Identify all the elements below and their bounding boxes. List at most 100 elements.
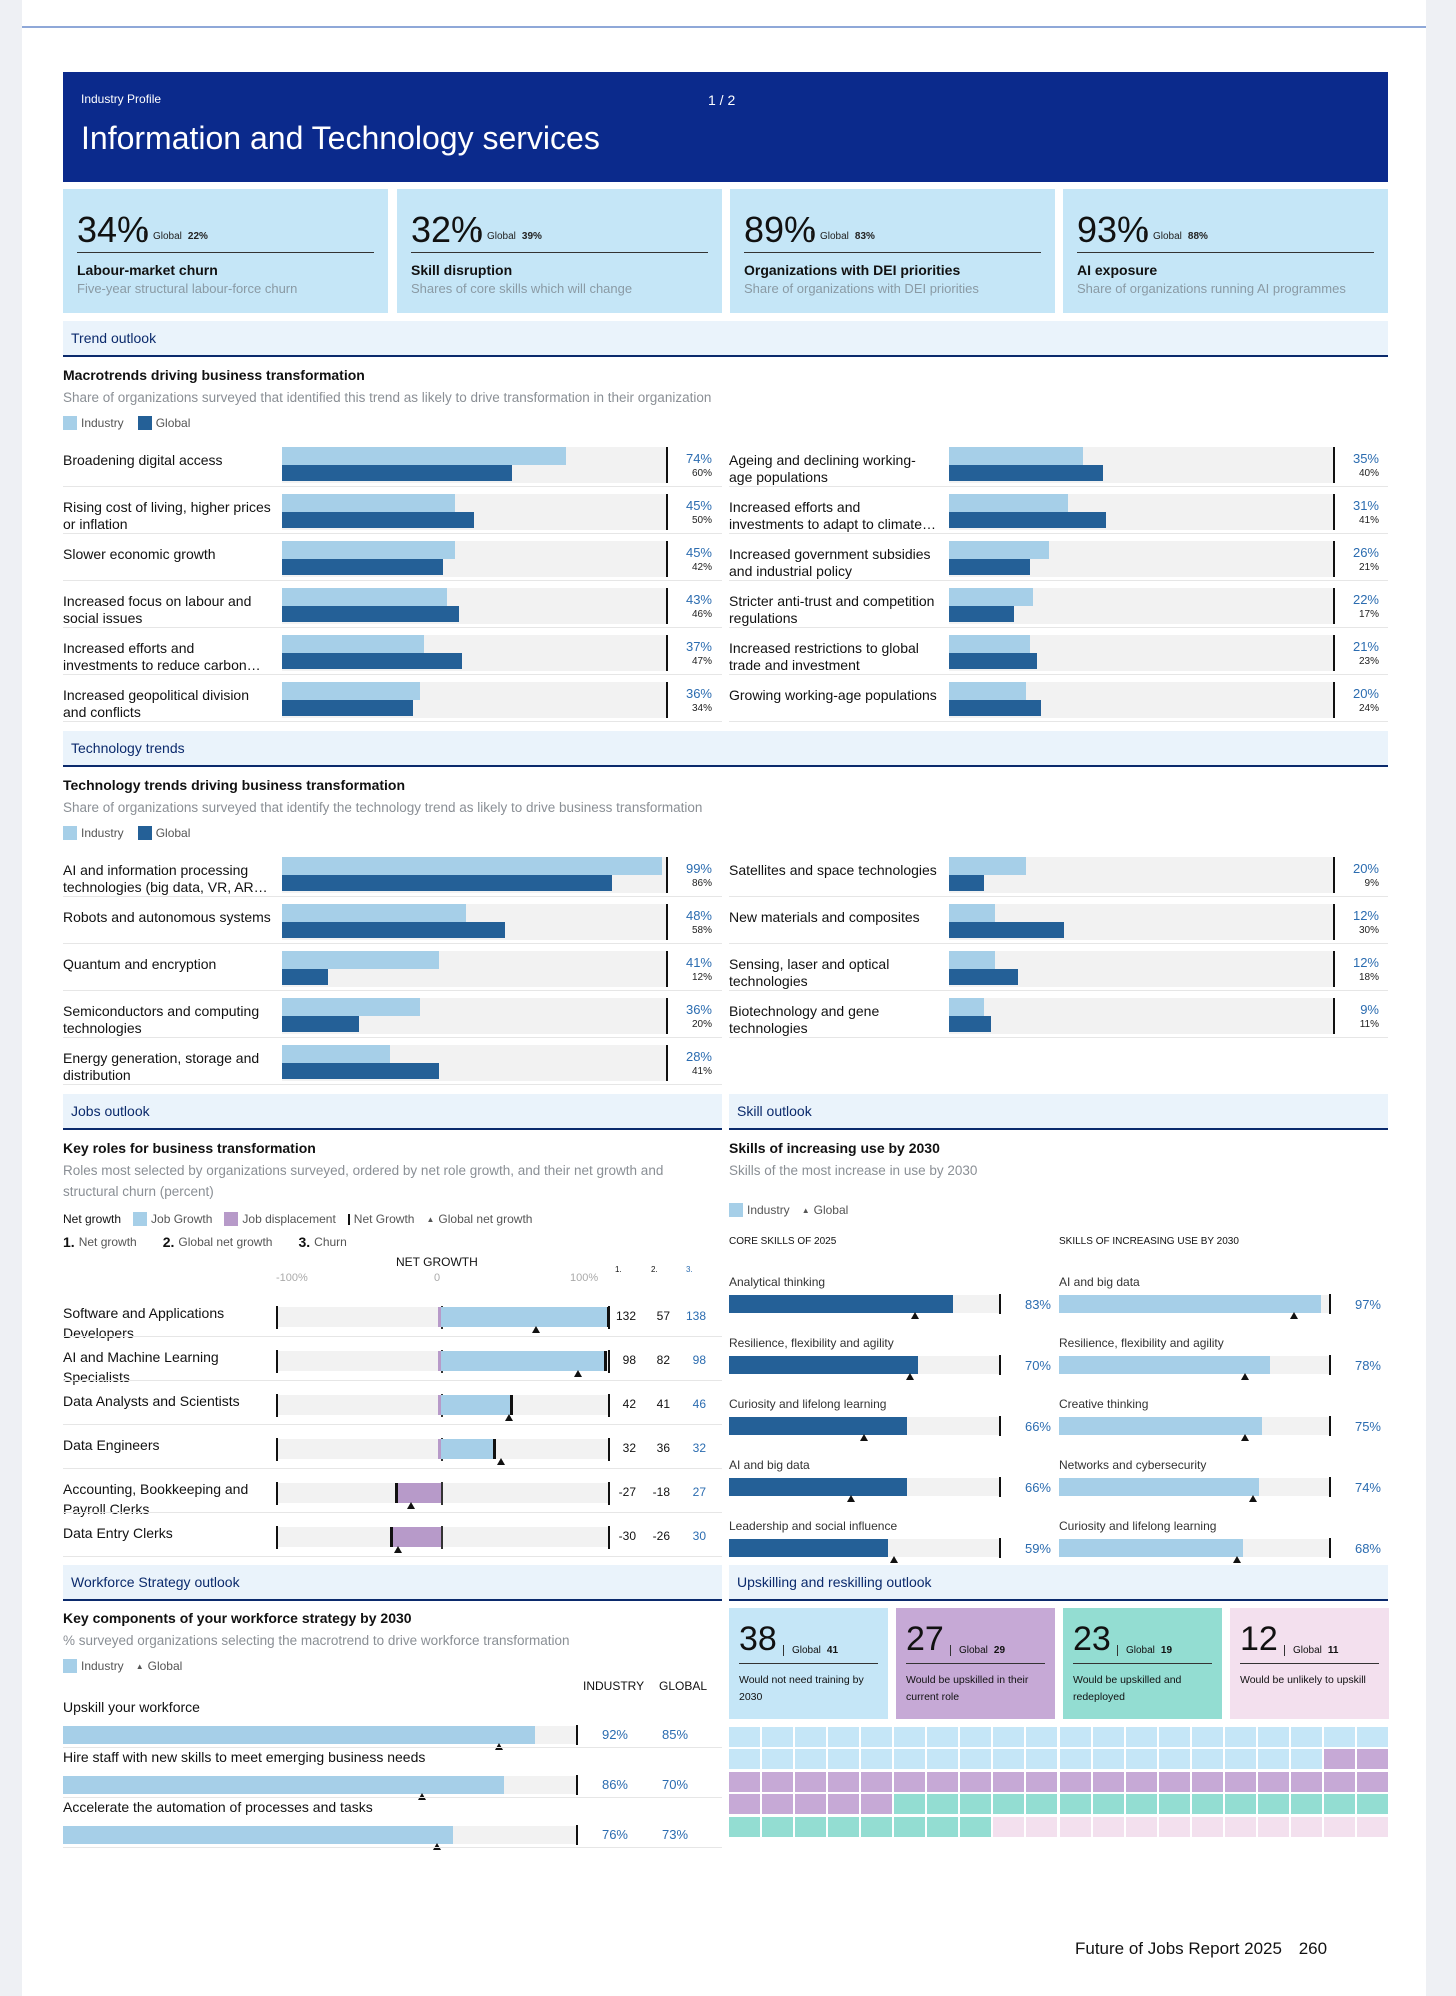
stat-text: Would be upskilled in their current role — [906, 1674, 1029, 1703]
jobs-title: Key roles for business transformation — [63, 1140, 316, 1156]
global-value: 12% — [691, 972, 712, 983]
global-value: 60% — [691, 468, 712, 479]
global-value: 9% — [1364, 878, 1379, 889]
industry-bar — [949, 541, 1049, 559]
waffle-cell — [1026, 1816, 1058, 1837]
row-separator — [63, 533, 722, 534]
industry-value: 20% — [1352, 686, 1379, 701]
waffle-cell — [1356, 1794, 1388, 1815]
legend-net: Net growth — [63, 1212, 122, 1226]
end-rule — [1333, 635, 1335, 671]
waffle-cell — [1290, 1727, 1322, 1747]
waffle-cell — [894, 1727, 926, 1747]
global-bar — [949, 465, 1103, 481]
waffle-cell — [1125, 1727, 1157, 1747]
stat-global: Global 11 — [1284, 1645, 1338, 1656]
end-rule — [1333, 588, 1335, 624]
waffle-cell — [1125, 1794, 1157, 1815]
global-value: 46% — [691, 609, 712, 620]
kpi-title: Skill disruption — [411, 262, 513, 278]
waffle-cell — [1257, 1749, 1289, 1770]
row-label: Quantum and encryption — [63, 956, 217, 972]
waffle-cell — [1092, 1794, 1124, 1815]
row-label: Semiconductors and computing technologie… — [63, 1003, 260, 1036]
job-growth-bar — [441, 1351, 605, 1371]
waffle-cell — [993, 1727, 1025, 1747]
end-rule — [1329, 1294, 1331, 1314]
net-growth-value: -27 — [618, 1485, 636, 1499]
col-n1: 1. — [615, 1265, 622, 1274]
industry-value: 48% — [685, 908, 712, 923]
waffle-cell — [960, 1749, 992, 1770]
industry-bar — [282, 1045, 390, 1063]
row-label: Slower economic growth — [63, 546, 216, 562]
end-rule — [1333, 998, 1335, 1034]
waffle-cell — [1290, 1816, 1322, 1837]
waffle-cell — [795, 1794, 827, 1815]
global-triangle — [911, 1312, 920, 1319]
skill-label: Curiosity and lifelong learning — [729, 1397, 887, 1411]
row-separator — [63, 1084, 722, 1085]
waffle-cell — [762, 1816, 794, 1837]
key-c1: Net growth — [78, 1235, 137, 1249]
waffle-cell — [1224, 1794, 1256, 1815]
industry-value: 99% — [685, 861, 712, 876]
industry-value: 74% — [685, 451, 712, 466]
waffle-cell — [927, 1727, 959, 1747]
global-net-triangle — [532, 1326, 541, 1333]
waffle-cell — [993, 1794, 1025, 1815]
kpi-value: 32% — [411, 209, 484, 250]
stat-global-label: Global — [1126, 1645, 1155, 1656]
waffle-cell — [1125, 1816, 1157, 1837]
row-label: Increased efforts and investments to red… — [63, 640, 261, 673]
skill-label: Networks and cybersecurity — [1059, 1458, 1207, 1472]
row-label: Increased government subsidies and indus… — [729, 546, 931, 579]
kpi-rule — [77, 252, 374, 253]
kpi-subtitle: Share of organizations running AI progra… — [1077, 281, 1346, 296]
skill-bar — [1059, 1539, 1243, 1557]
row-separator — [63, 1512, 722, 1513]
stat-global: Global 41 — [783, 1645, 838, 1656]
industry-value: 45% — [685, 545, 712, 560]
upskill-stat-card: 23 Global 19 Would be upskilled and redeplo… — [1063, 1608, 1222, 1719]
net-growth-marker — [394, 1483, 398, 1503]
global-value: 73% — [662, 1827, 689, 1842]
row-label: Increased restrictions to global trade a… — [729, 640, 919, 673]
waffle-cell — [861, 1749, 893, 1770]
churn-value: 32 — [692, 1441, 706, 1455]
waffle-cell — [861, 1794, 893, 1815]
waffle-cell — [1191, 1727, 1223, 1747]
strategy-bar — [63, 1826, 453, 1844]
stat-global: Global 29 — [950, 1645, 1005, 1656]
kpi-value: 89% — [744, 209, 817, 250]
end-rule — [1333, 682, 1335, 718]
row-label: New materials and composites — [729, 909, 920, 925]
net-growth-axis-title: NET GROWTH — [396, 1255, 478, 1269]
global-value: 70% — [662, 1777, 689, 1792]
global-triangle — [418, 1793, 427, 1800]
legend-global: Global — [147, 1659, 183, 1673]
waffle-cell — [927, 1816, 959, 1837]
waffle-cell — [993, 1816, 1025, 1837]
stat-global-value: 41 — [826, 1645, 839, 1656]
net-growth-value: 98 — [622, 1353, 636, 1367]
global-bar — [949, 653, 1038, 669]
net-growth-value: -30 — [618, 1529, 636, 1543]
waffle-cell — [1356, 1727, 1388, 1747]
waffle-cell — [1158, 1749, 1190, 1770]
row-label: Ageing and declining working-age populat… — [729, 452, 916, 485]
end-rule — [1329, 1477, 1331, 1497]
waffle-cell — [1224, 1749, 1256, 1770]
global-value: 23% — [1358, 656, 1379, 667]
global-net-value: 41 — [656, 1397, 670, 1411]
industry-value: 35% — [1352, 451, 1379, 466]
job-displacement-bar — [438, 1395, 441, 1415]
axis-left — [276, 1394, 278, 1417]
skill-value: 70% — [1024, 1358, 1051, 1373]
report-name: Future of Jobs Report 2025 — [1075, 1939, 1282, 1958]
row-label: Stricter anti-trust and competition regu… — [729, 593, 935, 626]
waffle-cell — [1323, 1727, 1355, 1747]
waffle-cell — [729, 1749, 760, 1770]
industry-value: 41% — [685, 955, 712, 970]
waffle-cell — [1290, 1771, 1322, 1792]
